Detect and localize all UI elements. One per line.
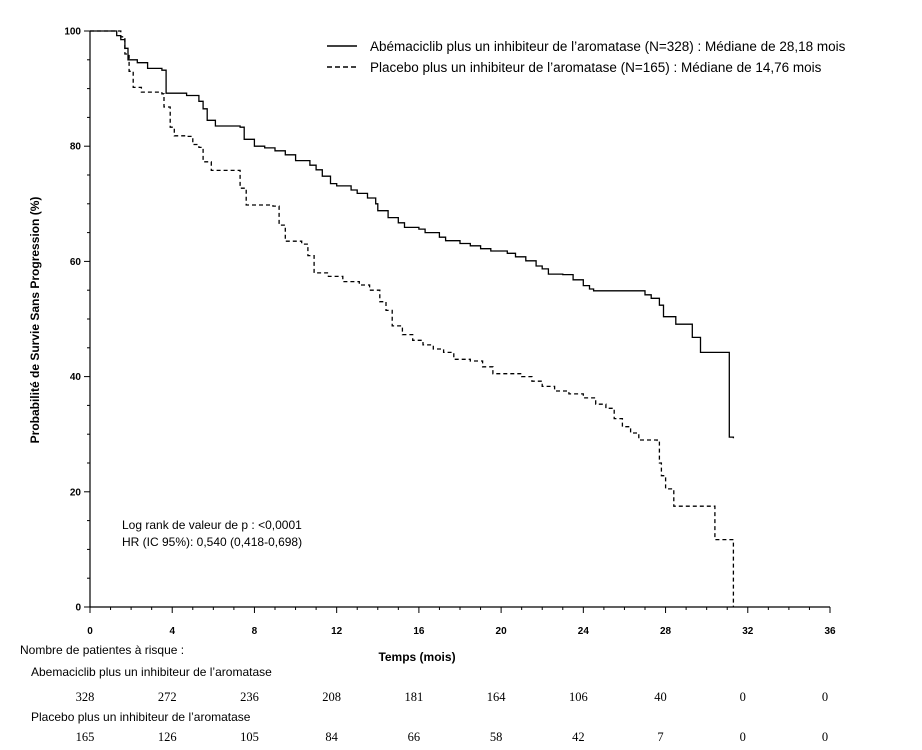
y-tick-label: 60 (70, 257, 82, 268)
series-abemaciclib-line (90, 30, 735, 439)
risk-count-abemaciclib: 272 (158, 690, 177, 704)
risk-count-abemaciclib: 40 (654, 690, 667, 704)
risk-count-abemaciclib: 0 (822, 690, 828, 704)
x-axis-title: Temps (mois) (378, 650, 455, 664)
risk-count-placebo: 0 (740, 730, 746, 744)
x-tick-label: 20 (496, 626, 508, 637)
series-placebo-line (90, 30, 735, 607)
risk-count-placebo: 42 (572, 730, 585, 744)
risk-count-placebo: 7 (657, 730, 663, 744)
x-tick-label: 36 (824, 626, 836, 637)
risk-count-abemaciclib: 236 (240, 690, 259, 704)
legend: Abémaciclib plus un inhibiteur de l’arom… (327, 39, 846, 75)
y-tick-label: 80 (70, 142, 82, 153)
x-tick-label: 24 (578, 626, 590, 637)
risk-count-placebo: 126 (158, 730, 177, 744)
x-tick-label: 32 (742, 626, 754, 637)
y-tick-label: 20 (70, 487, 82, 498)
axes: 0 20 40 60 80 100 0 4 8 12 16 20 24 28 32 36 (64, 27, 836, 638)
risk-table: Nombre de patientes à risque : Abemacicl… (20, 643, 828, 744)
risk-count-abemaciclib: 181 (405, 690, 424, 704)
risk-numbers: 328 272 236 208 181 164 106 40 0 0 165 126 105 84 66 58… (76, 690, 829, 744)
annotation-log-rank: Log rank de valeur de p : <0,0001 (122, 518, 302, 532)
y-tick-label: 100 (64, 27, 81, 38)
risk-count-placebo: 58 (490, 730, 503, 744)
risk-table-title: Nombre de patientes à risque : (20, 643, 184, 657)
risk-count-abemaciclib: 106 (569, 690, 588, 704)
y-tick-label: 40 (70, 372, 82, 383)
legend-entry-placebo: Placebo plus un inhibiteur de l’aromatas… (370, 60, 822, 75)
risk-count-placebo: 66 (408, 730, 421, 744)
y-axis-title: Probabilité de Survie Sans Progression (… (28, 197, 42, 444)
x-tick-label: 28 (660, 626, 672, 637)
y-tick-label: 0 (75, 603, 81, 614)
risk-count-placebo: 165 (76, 730, 95, 744)
annotation-hazard-ratio: HR (IC 95%): 0,540 (0,418-0,698) (122, 535, 302, 549)
risk-count-abemaciclib: 208 (322, 690, 341, 704)
x-tick-label: 12 (331, 626, 343, 637)
risk-count-placebo: 105 (240, 730, 259, 744)
x-tick-label: 4 (169, 626, 175, 637)
risk-count-placebo: 84 (325, 730, 338, 744)
risk-count-placebo: 0 (822, 730, 828, 744)
risk-count-abemaciclib: 328 (76, 690, 95, 704)
risk-group-label-placebo: Placebo plus un inhibiteur de l’aromatas… (31, 710, 251, 724)
series-layer (90, 30, 735, 607)
risk-count-abemaciclib: 164 (487, 690, 507, 704)
legend-entry-abemaciclib: Abémaciclib plus un inhibiteur de l’arom… (370, 39, 846, 54)
risk-group-label-abemaciclib: Abemaciclib plus un inhibiteur de l’arom… (31, 665, 272, 679)
x-tick-label: 0 (87, 626, 93, 637)
x-tick-label: 16 (413, 626, 425, 637)
risk-count-abemaciclib: 0 (740, 690, 746, 704)
x-tick-label: 8 (252, 626, 258, 637)
